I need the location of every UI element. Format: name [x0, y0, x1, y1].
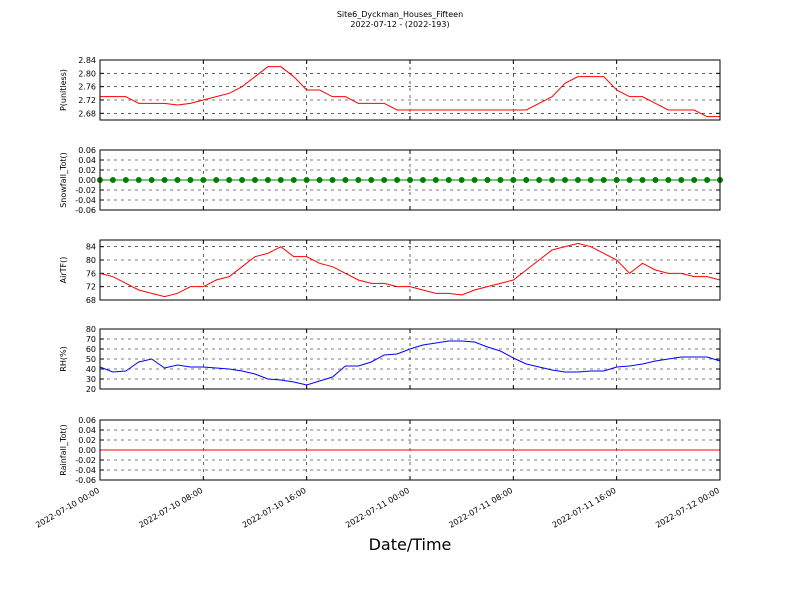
plot-frame: [99, 239, 721, 301]
y-tick-label: -0.06: [75, 476, 96, 485]
y-tick-label: 2.80: [78, 69, 96, 78]
data-point: [368, 177, 375, 183]
data-point: [626, 177, 633, 183]
y-tick-label: 30: [86, 375, 96, 384]
data-point: [665, 177, 672, 183]
data-point: [432, 177, 439, 183]
data-point: [523, 177, 530, 183]
y-tick-label: -0.04: [75, 466, 96, 475]
data-point: [652, 177, 659, 183]
x-axis-label: Date/Time: [369, 535, 452, 554]
data-point: [342, 177, 349, 183]
y-axis-label: P(unitless): [59, 69, 68, 111]
y-axis-label: AirTF(): [59, 257, 68, 284]
title: Site6_Dyckman_Houses_Fifteen: [337, 10, 463, 19]
data-point: [226, 177, 233, 183]
y-tick-label: 84: [86, 243, 96, 252]
y-axis-label: Snowfall_Tot(): [59, 152, 68, 208]
plot-frame: [99, 149, 721, 211]
data-point: [187, 177, 194, 183]
data-point: [458, 177, 465, 183]
data-point: [277, 177, 284, 183]
data-point: [200, 177, 207, 183]
y-tick-label: 2.72: [78, 96, 96, 105]
y-tick-label: 0.06: [78, 146, 96, 155]
y-tick-label: 0.04: [78, 426, 96, 435]
data-point: [264, 177, 271, 183]
y-tick-label: 40: [86, 365, 96, 374]
y-tick-label: -0.06: [75, 206, 96, 215]
y-axis-label: RH(%): [59, 346, 68, 371]
data-point: [394, 177, 401, 183]
data-point: [239, 177, 246, 183]
y-tick-label: 76: [86, 269, 96, 278]
data-point: [148, 177, 155, 183]
plot-frame: [99, 419, 721, 481]
y-tick-label: 72: [86, 283, 96, 292]
y-tick-label: 0.02: [78, 436, 96, 445]
data-point: [135, 177, 142, 183]
data-point: [600, 177, 607, 183]
data-point: [678, 177, 685, 183]
y-tick-label: -0.02: [75, 456, 96, 465]
y-tick-label: 80: [86, 256, 96, 265]
y-tick-label: 0.00: [78, 446, 96, 455]
y-tick-label: 0.06: [78, 416, 96, 425]
y-tick-label: 0.04: [78, 156, 96, 165]
data-point: [355, 177, 362, 183]
data-point: [161, 177, 168, 183]
data-point: [536, 177, 543, 183]
data-point: [587, 177, 594, 183]
y-tick-label: 0.00: [78, 176, 96, 185]
y-tick-label: 70: [86, 335, 96, 344]
data-point: [122, 177, 129, 183]
y-tick-label: -0.02: [75, 186, 96, 195]
data-point: [549, 177, 556, 183]
data-point: [252, 177, 258, 183]
data-point: [419, 177, 426, 183]
plot-frame: [99, 59, 721, 121]
data-point: [704, 177, 711, 183]
y-tick-label: 2.68: [78, 109, 96, 118]
y-tick-label: 0.02: [78, 166, 96, 175]
data-point: [174, 177, 181, 183]
data-point: [562, 177, 568, 183]
subtitle: 2022-07-12 - (2022-193): [350, 20, 449, 29]
data-point: [691, 177, 698, 183]
y-tick-label: 80: [86, 325, 96, 334]
data-point: [316, 177, 323, 183]
y-tick-label: 2.84: [78, 56, 96, 65]
data-point: [213, 177, 220, 183]
data-point: [484, 177, 491, 183]
y-tick-label: 20: [86, 385, 96, 394]
y-tick-label: -0.04: [75, 196, 96, 205]
data-point: [303, 177, 310, 183]
data-point: [445, 177, 452, 183]
y-tick-label: 60: [86, 345, 96, 354]
data-point: [290, 177, 297, 183]
data-point: [329, 177, 336, 183]
data-point: [510, 177, 517, 183]
data-point: [574, 177, 581, 183]
y-tick-label: 68: [86, 296, 96, 305]
data-point: [381, 177, 388, 183]
data-point: [407, 177, 413, 183]
y-tick-label: 50: [86, 355, 96, 364]
data-line: [99, 340, 721, 386]
data-point: [471, 177, 478, 183]
data-point: [109, 177, 116, 183]
data-line: [99, 242, 721, 298]
data-line: [100, 66, 720, 118]
plot-frame: [99, 328, 721, 390]
data-point: [613, 177, 620, 183]
y-tick-label: 2.76: [78, 83, 96, 92]
y-axis-label: Rainfall_Tot(): [59, 424, 68, 476]
data-point: [497, 177, 504, 183]
data-point: [639, 177, 646, 183]
